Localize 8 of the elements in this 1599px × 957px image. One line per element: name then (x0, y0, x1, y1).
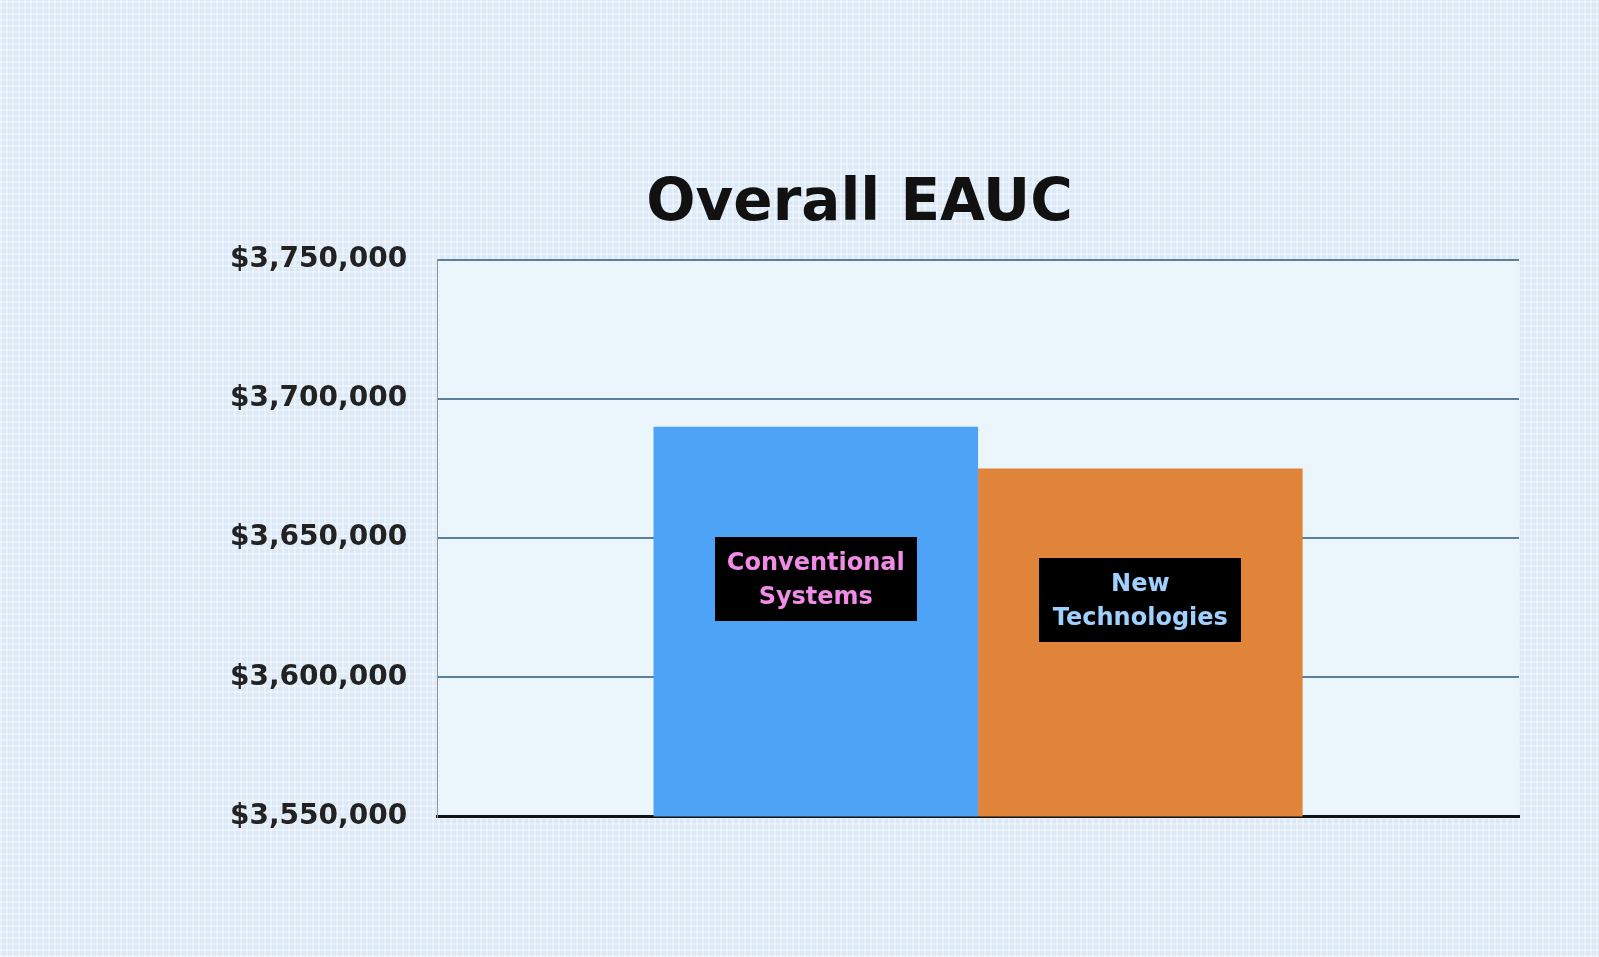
y-tick-label: $3,600,000 (229, 658, 408, 692)
series-label: Conventional Systems (714, 536, 917, 621)
series-label: New Technologies (1039, 557, 1242, 642)
y-tick-label: $3,550,000 (229, 797, 408, 831)
chart-title: Overall EAUC (646, 165, 1073, 234)
y-tick-label: $3,750,000 (229, 240, 408, 274)
y-tick-label: $3,700,000 (229, 380, 408, 414)
y-tick-label: $3,650,000 (229, 519, 408, 553)
